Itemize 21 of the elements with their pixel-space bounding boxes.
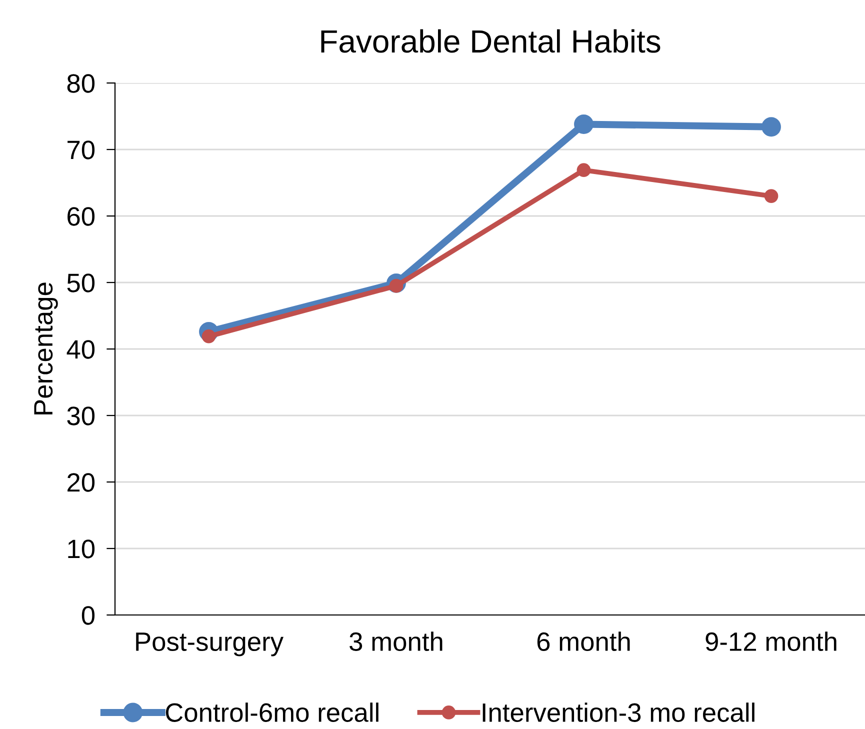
y-tick-label: 0 [82,606,95,625]
x-tick-label: 9-12 month [706,632,836,652]
y-tick-label: 10 [68,540,95,558]
y-tick-label: 70 [68,140,95,160]
point [762,117,781,137]
y-axis-title: Percentage [34,282,58,414]
y-tick-label: 20 [68,473,95,492]
point [574,114,594,134]
chart-title: Favorable Dental Habits [321,29,660,53]
y-tick-label: 30 [67,406,95,426]
y-tick-label: 80 [67,74,95,93]
y-tick-label: 60 [68,207,95,226]
x-tick-label: Post-surgery [136,632,284,656]
point [764,189,778,203]
legend-label: Intervention-3 mo recall [482,702,754,722]
y-tick-label: 40 [66,340,95,359]
point [576,163,591,178]
y-tick-label: 50 [67,274,95,292]
legend-label: Control-6mo recall [166,702,378,722]
x-tick-label: 3 month [350,632,442,652]
x-tick-label: 6 month [537,632,630,652]
